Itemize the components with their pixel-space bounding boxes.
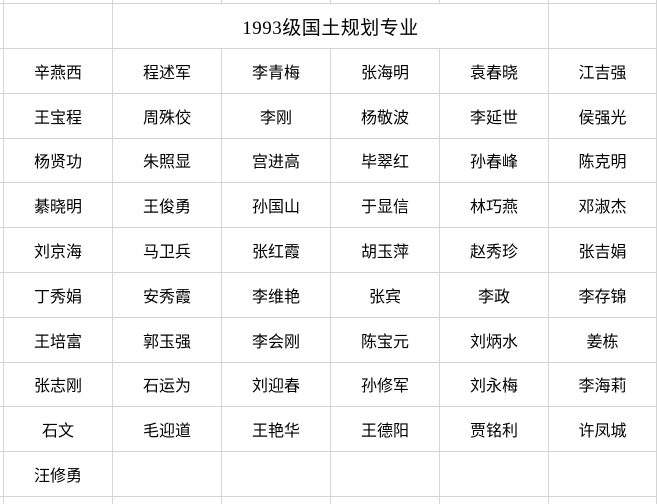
name-cell[interactable]: 江吉强	[549, 49, 657, 94]
name-cell[interactable]: 朱照显	[113, 138, 222, 184]
name-cell[interactable]: 周殊佼	[113, 93, 222, 139]
left-edge-sliver-cell	[0, 49, 4, 94]
name-cell[interactable]: 李会刚	[222, 317, 331, 363]
name-cell[interactable]: 姜栋	[549, 317, 657, 363]
name-cell[interactable]: 赵秀珍	[440, 228, 549, 273]
empty-cell[interactable]	[549, 452, 657, 497]
name-cell[interactable]: 刘京海	[4, 228, 113, 273]
name-cell[interactable]: 王培富	[4, 317, 113, 363]
name-cell[interactable]: 王艳华	[222, 407, 331, 453]
name-cell[interactable]: 李海莉	[549, 362, 657, 408]
name-cell[interactable]: 许凤城	[549, 407, 657, 453]
clipped-bottom-row-cell	[0, 496, 4, 504]
name-cell[interactable]: 李青梅	[222, 49, 331, 94]
name-cell[interactable]: 张吉娟	[549, 228, 657, 273]
name-cell[interactable]: 丁秀娟	[4, 272, 113, 318]
name-cell[interactable]: 石运为	[113, 362, 222, 408]
name-cell[interactable]: 马卫兵	[113, 228, 222, 273]
left-edge-sliver-cell	[0, 4, 4, 49]
empty-cell[interactable]	[222, 452, 331, 497]
name-cell[interactable]: 张海明	[331, 49, 440, 94]
name-cell[interactable]: 王俊勇	[113, 183, 222, 229]
name-cell[interactable]: 程述军	[113, 49, 222, 94]
name-cell[interactable]: 袁春晓	[440, 49, 549, 94]
left-edge-sliver-cell	[0, 138, 4, 184]
name-cell[interactable]: 毕翠红	[331, 138, 440, 184]
clipped-bottom-row-cell	[549, 496, 657, 504]
name-cell[interactable]: 陈宝元	[331, 317, 440, 363]
clipped-top-row-cell	[222, 0, 331, 4]
clipped-bottom-row-cell	[4, 496, 113, 504]
left-edge-sliver-cell	[0, 228, 4, 273]
empty-cell[interactable]	[113, 452, 222, 497]
name-cell[interactable]: 李刚	[222, 93, 331, 139]
name-cell[interactable]: 张志刚	[4, 362, 113, 408]
name-cell[interactable]: 贾铭利	[440, 407, 549, 453]
name-cell[interactable]: 郭玉强	[113, 317, 222, 363]
name-cell[interactable]: 安秀霞	[113, 272, 222, 318]
name-cell[interactable]: 李政	[440, 272, 549, 318]
name-cell[interactable]: 刘永梅	[440, 362, 549, 408]
name-cell[interactable]: 李延世	[440, 93, 549, 139]
clipped-bottom-row-cell	[113, 496, 222, 504]
name-cell[interactable]: 孙修军	[331, 362, 440, 408]
clipped-top-row-cell	[113, 0, 222, 4]
left-edge-sliver-cell	[0, 452, 4, 497]
clipped-bottom-row-cell	[440, 496, 549, 504]
name-cell[interactable]: 张红霞	[222, 228, 331, 273]
name-cell[interactable]: 张宾	[331, 272, 440, 318]
name-cell[interactable]: 毛迎道	[113, 407, 222, 453]
empty-cell[interactable]	[331, 452, 440, 497]
left-edge-sliver-cell	[0, 183, 4, 229]
name-cell[interactable]: 宫进高	[222, 138, 331, 184]
name-cell[interactable]: 孙国山	[222, 183, 331, 229]
clipped-bottom-row-cell	[331, 496, 440, 504]
clipped-bottom-row-cell	[222, 496, 331, 504]
name-cell[interactable]: 王德阳	[331, 407, 440, 453]
name-cell[interactable]: 孙春峰	[440, 138, 549, 184]
name-cell[interactable]: 李存锦	[549, 272, 657, 318]
name-cell[interactable]: 林巧燕	[440, 183, 549, 229]
left-edge-sliver-cell	[0, 317, 4, 363]
empty-cell[interactable]	[4, 4, 113, 49]
name-cell[interactable]: 王宝程	[4, 93, 113, 139]
name-cell[interactable]: 李维艳	[222, 272, 331, 318]
name-cell[interactable]: 刘炳水	[440, 317, 549, 363]
left-edge-sliver-cell	[0, 272, 4, 318]
clipped-top-row-cell	[4, 0, 113, 4]
name-cell[interactable]: 侯强光	[549, 93, 657, 139]
clipped-top-row-cell	[331, 0, 440, 4]
name-cell[interactable]: 刘迎春	[222, 362, 331, 408]
name-cell[interactable]: 陈克明	[549, 138, 657, 184]
name-cell[interactable]: 邓淑杰	[549, 183, 657, 229]
empty-cell[interactable]	[440, 452, 549, 497]
empty-cell[interactable]	[549, 4, 657, 49]
name-cell[interactable]: 胡玉萍	[331, 228, 440, 273]
name-cell[interactable]: 綦晓明	[4, 183, 113, 229]
name-cell[interactable]: 于显信	[331, 183, 440, 229]
left-edge-sliver-cell	[0, 93, 4, 139]
name-cell[interactable]: 辛燕西	[4, 49, 113, 94]
left-edge-sliver-cell	[0, 362, 4, 408]
name-cell[interactable]: 杨贤功	[4, 138, 113, 184]
clipped-top-row-cell	[0, 0, 4, 4]
class-title-cell[interactable]: 1993级国土规划专业	[113, 4, 549, 49]
name-cell[interactable]: 汪修勇	[4, 452, 113, 497]
clipped-top-row-cell	[440, 0, 549, 4]
name-cell[interactable]: 杨敬波	[331, 93, 440, 139]
name-cell[interactable]: 石文	[4, 407, 113, 453]
left-edge-sliver-cell	[0, 407, 4, 453]
